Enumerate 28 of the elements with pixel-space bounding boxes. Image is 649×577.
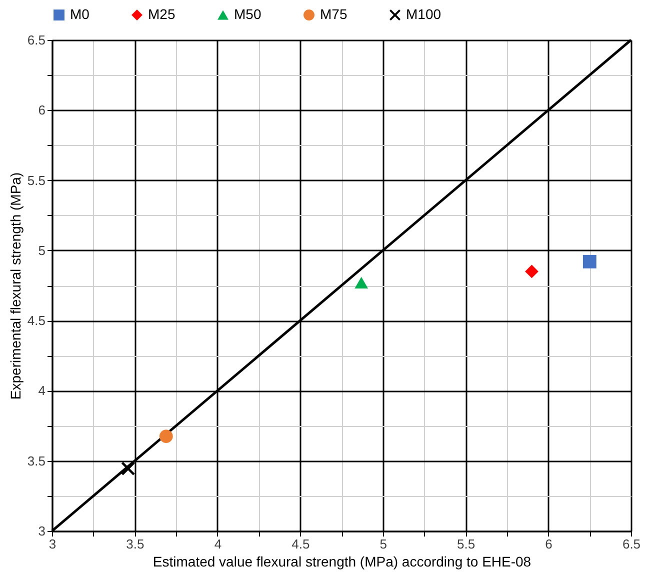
x-tick-label: 3.5 (126, 536, 144, 552)
y-tick-label: 6 (38, 102, 46, 118)
point (582, 254, 596, 268)
legend-label: M25 (148, 6, 176, 22)
y-axis-title: Experimental flexural strength (MPa) (7, 172, 24, 400)
y-tick-label: 5 (38, 242, 46, 258)
x-tick-label: 4 (214, 536, 222, 552)
legend-label: M100 (406, 6, 442, 22)
point (525, 264, 538, 278)
x-tick-label: 5.5 (457, 536, 476, 552)
x-tick-label: 6.5 (622, 536, 641, 552)
x-tick-label: 4.5 (292, 536, 310, 552)
y-tick-label: 5.5 (27, 172, 46, 188)
y-tick-label: 3.5 (27, 453, 46, 468)
point (159, 430, 173, 443)
y-tick-label: 3 (38, 524, 46, 538)
x-tick-label: 6 (545, 536, 552, 552)
legend-label: M50 (234, 6, 262, 22)
x-axis-title: Estimated value flexural strength (MPa) according to EHE-08 (152, 554, 532, 570)
point (121, 462, 135, 476)
legend-label: M0 (70, 6, 90, 22)
y-tick-label: 4 (38, 383, 46, 398)
point (354, 276, 368, 289)
x-tick-label: 5 (380, 536, 387, 552)
legend-label: M75 (320, 6, 348, 22)
y-tick-label: 4.5 (27, 313, 46, 328)
y-tick-label: 6.5 (27, 32, 46, 48)
x-tick-label: 3 (48, 536, 56, 552)
